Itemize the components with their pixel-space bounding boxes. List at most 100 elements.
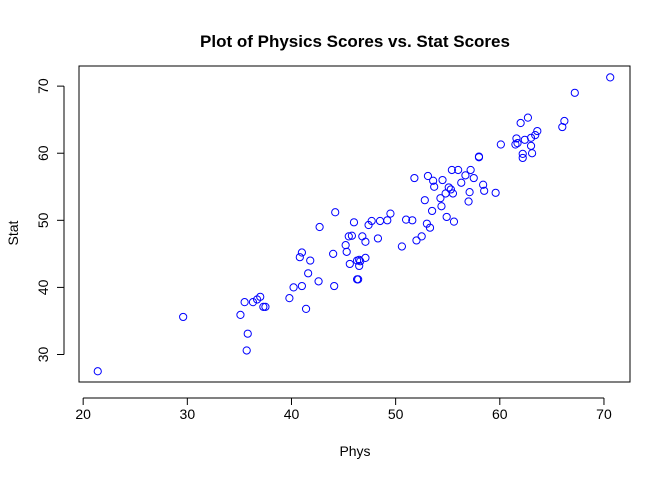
data-point: [417, 232, 426, 241]
data-point: [479, 180, 488, 189]
data-point: [465, 188, 474, 197]
x-tick-label: 20: [75, 406, 91, 422]
x-tick-label: 60: [492, 406, 508, 422]
data-point: [527, 149, 537, 158]
plot-area-frame: [78, 65, 631, 383]
data-point: [469, 173, 478, 183]
data-point: [410, 173, 419, 183]
data-point: [301, 304, 311, 313]
data-point: [516, 118, 525, 128]
data-point: [518, 149, 527, 158]
x-axis: 20 30 40 50 60 70: [75, 397, 612, 422]
data-point: [349, 218, 359, 227]
y-axis-label: Stat: [5, 220, 21, 245]
data-point: [341, 241, 350, 250]
data-point: [446, 185, 455, 194]
data-point: [412, 236, 421, 245]
data-point: [606, 73, 615, 82]
data-point: [236, 310, 245, 320]
data-point: [314, 277, 323, 286]
y-tick-label: 60: [35, 145, 51, 161]
data-point: [373, 234, 383, 243]
data-point: [444, 183, 453, 192]
x-tick-label: 70: [596, 406, 612, 422]
y-axis: 30 40 50 60 70: [35, 78, 65, 362]
data-point: [259, 302, 268, 311]
data-point: [442, 212, 451, 222]
x-tick-label: 40: [284, 406, 300, 422]
data-point: [383, 216, 392, 225]
data-point: [242, 346, 251, 355]
data-point: [526, 133, 536, 142]
data-point: [523, 113, 533, 122]
data-point: [560, 116, 569, 126]
data-point: [358, 232, 367, 241]
data-point: [429, 176, 438, 185]
x-tick-label: 50: [388, 406, 404, 422]
data-point: [531, 131, 540, 140]
data-point: [344, 232, 353, 241]
data-point: [447, 165, 456, 175]
data-point: [464, 197, 473, 206]
data-point: [438, 175, 447, 185]
data-point: [243, 329, 252, 338]
data-point: [533, 126, 542, 136]
data-point: [457, 178, 466, 187]
data-point: [297, 248, 306, 257]
data-point: [361, 237, 370, 246]
data-point: [449, 217, 459, 226]
data-point: [179, 312, 188, 322]
data-point: [304, 269, 313, 278]
data-point: [436, 194, 445, 203]
y-tick-label: 30: [35, 346, 51, 362]
data-point: [401, 215, 411, 224]
data-point: [330, 281, 339, 291]
data-point: [93, 367, 102, 376]
data-point: [315, 222, 324, 232]
data-point: [408, 216, 417, 225]
data-point: [491, 188, 500, 197]
y-tick-label: 40: [35, 279, 51, 295]
data-point: [474, 152, 484, 161]
data-point: [297, 281, 306, 291]
data-point: [285, 294, 294, 303]
data-point: [355, 261, 364, 271]
y-tick-label: 50: [35, 212, 51, 228]
data-point: [345, 259, 354, 269]
data-point: [331, 208, 340, 217]
data-point: [570, 88, 579, 97]
data-point: [397, 242, 406, 251]
data-point: [461, 171, 470, 180]
data-point: [512, 134, 521, 143]
data-point: [329, 249, 338, 258]
x-axis-label: Phys: [339, 443, 370, 459]
data-point: [306, 256, 315, 265]
data-point: [480, 186, 489, 195]
data-point: [420, 196, 429, 205]
data-point: [248, 298, 258, 307]
data-point: [367, 216, 376, 226]
data-point: [261, 302, 270, 311]
data-point: [496, 140, 505, 149]
data-point: [295, 253, 304, 262]
data-points: [93, 73, 615, 376]
data-point: [256, 292, 265, 301]
data-point: [513, 139, 522, 148]
data-point: [448, 189, 458, 198]
data-point: [425, 223, 435, 232]
data-point: [423, 171, 433, 181]
data-point: [526, 141, 536, 150]
data-point: [361, 253, 370, 262]
data-point: [342, 247, 351, 256]
data-point: [518, 153, 527, 163]
data-point: [375, 216, 385, 226]
data-point: [437, 202, 446, 211]
data-point: [430, 182, 439, 191]
x-tick-label: 30: [180, 406, 196, 422]
data-point: [386, 209, 395, 218]
chart-title: Plot of Physics Scores vs. Stat Scores: [200, 32, 510, 51]
data-point: [558, 122, 567, 132]
data-point: [354, 275, 363, 284]
data-point: [240, 298, 249, 307]
